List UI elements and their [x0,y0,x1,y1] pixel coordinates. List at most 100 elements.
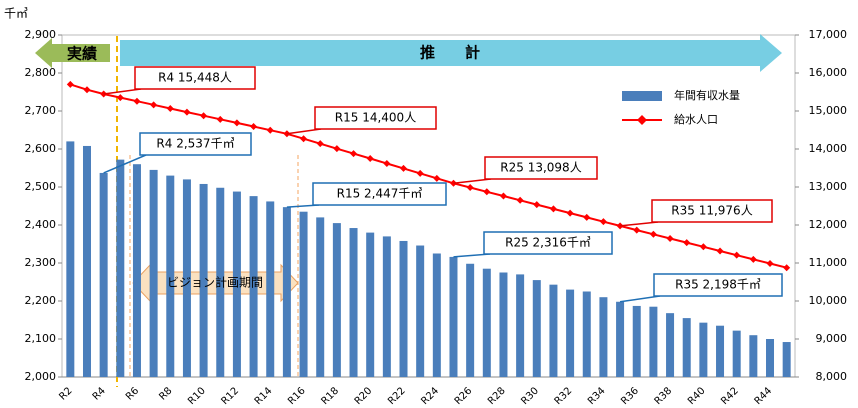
marker [416,169,424,177]
bar [166,175,175,377]
marker [233,119,241,127]
marker [483,188,491,196]
y-tick-label: 2,400 [25,218,57,231]
callout-box [483,231,613,255]
marker [66,80,74,88]
bar [332,223,341,377]
bar [199,183,208,377]
bar [499,272,508,377]
annotation: 推 計 [420,44,480,62]
bar [66,141,75,377]
x-tick-label: R2 [57,385,74,402]
x-tick-label: R30 [519,385,541,407]
bar [266,201,275,377]
marker [250,123,258,131]
y-tick-label: 2,200 [25,294,57,307]
marker [433,174,441,182]
callout-text: R4 2,537千㎥ [156,137,234,151]
bar [682,318,691,377]
callout-text: R15 14,400人 [335,111,416,125]
y2-tick-label: 15,000 [809,104,848,117]
marker [216,115,224,123]
x-tick-label: R32 [553,385,575,407]
marker [183,108,191,116]
x-tick-label: R22 [386,385,408,407]
bar [299,211,308,377]
marker [599,218,607,226]
marker [400,164,408,172]
annotation: ビジョン計画期間 [167,275,263,290]
marker [533,201,541,209]
x-tick-label: R34 [586,385,608,407]
bar [382,236,391,377]
y-tick-label: 2,500 [25,180,57,193]
x-tick-label: R6 [124,385,141,402]
x-tick-label: R28 [486,385,508,407]
y-axis-unit: 千㎥ [4,7,28,21]
marker [333,145,341,153]
marker [83,86,91,94]
marker [549,205,557,213]
bar [699,322,708,377]
bar [582,291,591,377]
marker [383,159,391,167]
marker [766,260,774,268]
marker [516,196,524,204]
y-tick-label: 2,700 [25,104,57,117]
marker [583,213,591,221]
bar [649,306,658,377]
callout-box [134,66,256,90]
x-tick-label: R16 [286,385,308,407]
callout-leader [286,128,322,135]
bar [566,289,575,377]
y2-tick-label: 11,000 [809,256,848,269]
y-tick-label: 2,000 [25,370,57,383]
bar [399,240,408,377]
legend-label: 給水人口 [674,112,718,126]
actual-arrow [35,38,110,68]
x-tick-label: R26 [453,385,475,407]
bar [232,191,241,377]
marker [749,255,757,263]
y2-tick-label: 16,000 [809,66,848,79]
marker [466,184,474,192]
y-tick-label: 2,100 [25,332,57,345]
callout-box [651,199,773,223]
callout-leader [619,295,661,303]
y2-tick-label: 10,000 [809,294,848,307]
x-tick-label: R4 [91,385,108,402]
marker [499,192,507,200]
bar [482,268,491,377]
x-tick-label: R42 [719,385,741,407]
marker [733,251,741,259]
bar [716,325,725,377]
marker [350,150,358,158]
legend-marker [637,115,647,125]
bar [432,253,441,377]
marker [783,264,791,272]
callout-box [312,182,447,206]
bar [549,284,558,377]
callout-leader [103,88,142,95]
callout-text: R35 11,976人 [671,204,752,218]
x-tick-label: R14 [253,385,275,407]
callout-box [139,132,252,156]
bar [216,187,225,377]
marker [566,209,574,217]
marker [716,247,724,255]
bar [132,164,141,377]
bar [599,297,608,377]
annotation: 実績 [67,45,97,63]
legend-swatch [622,91,662,101]
bar [516,274,525,377]
y2-tick-label: 17,000 [809,28,848,41]
bar [116,159,125,377]
x-tick-label: R18 [319,385,341,407]
x-tick-label: R24 [419,385,441,407]
forecast-arrow [120,34,782,72]
y2-tick-label: 14,000 [809,142,848,155]
marker [266,126,274,134]
y2-tick-label: 12,000 [809,218,848,231]
callout-text: R15 2,447千㎥ [337,187,423,201]
